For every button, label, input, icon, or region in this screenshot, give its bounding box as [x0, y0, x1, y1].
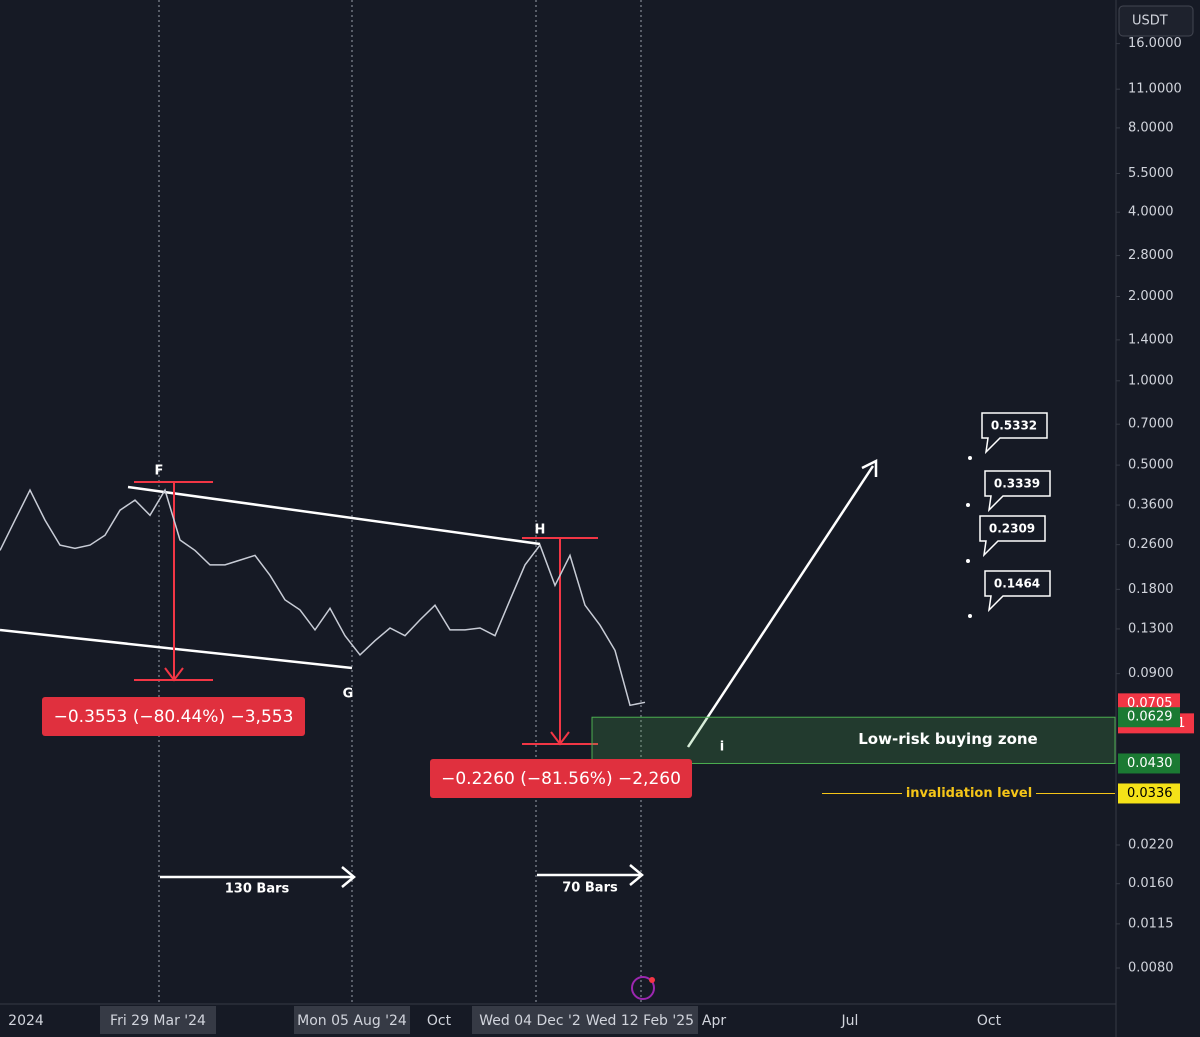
- y-tick-label: 0.2600: [1128, 537, 1174, 552]
- y-tick-label: 2.8000: [1128, 248, 1174, 263]
- x-tick-label: Mon 05 Aug '24: [297, 1013, 407, 1029]
- buying-zone: [591, 716, 1116, 764]
- y-tick-label: 4.0000: [1128, 205, 1174, 220]
- invalidation-title: invalidation level: [906, 786, 1032, 801]
- bar-count: 130 Bars: [225, 882, 290, 897]
- x-tick-label: Fri 29 Mar '24: [110, 1013, 206, 1029]
- y-tick-label: 8.0000: [1128, 120, 1174, 135]
- date-box: [472, 1006, 588, 1034]
- point-label: i: [720, 740, 724, 755]
- x-tick-label: Oct: [977, 1013, 1002, 1029]
- point-label: F: [155, 464, 164, 479]
- target-dot: [968, 614, 972, 618]
- x-tick-label: Wed 12 Feb '25: [586, 1013, 694, 1029]
- alert-icon[interactable]: [631, 976, 655, 1000]
- price-tag-label: 0.0336: [1127, 786, 1173, 801]
- date-box: [294, 1006, 410, 1034]
- target-callout: [979, 515, 1046, 558]
- y-tick-label: 0.0080: [1128, 961, 1174, 976]
- y-tick-label: 0.1300: [1128, 621, 1174, 636]
- measure-arrow: [550, 731, 570, 746]
- bar-count: 70 Bars: [562, 881, 618, 896]
- bar-arrow-head: [341, 866, 356, 888]
- y-tick-label: 11.0000: [1128, 82, 1182, 97]
- price-tag: [1118, 783, 1180, 804]
- target-dot: [968, 456, 972, 460]
- y-tick-label: 0.0160: [1128, 876, 1174, 891]
- x-tick-label: Apr: [702, 1013, 726, 1029]
- price-tag: [1118, 707, 1180, 728]
- currency: USDT: [1132, 14, 1168, 29]
- target-callout: [981, 412, 1048, 455]
- y-tick-label: 0.0900: [1128, 666, 1174, 681]
- point-label: G: [343, 687, 354, 702]
- measure-label: −0.2260 (−81.56%) −2,260: [441, 769, 681, 789]
- currency-box: [1118, 5, 1194, 37]
- target-label: 0.3339: [994, 477, 1040, 491]
- y-tick-label: 0.0115: [1128, 916, 1174, 931]
- measure-label: −0.3553 (−80.44%) −3,553: [54, 707, 294, 727]
- date-box: [100, 1006, 216, 1034]
- y-tick-label: 1.4000: [1128, 332, 1174, 347]
- target-callout: [984, 570, 1051, 613]
- zone-title: Low-risk buying zone: [858, 730, 1037, 748]
- target-label: 0.2309: [989, 522, 1035, 536]
- trend-line: [0, 628, 353, 670]
- trend-line: [127, 485, 541, 546]
- measure-box: [42, 697, 305, 736]
- y-tick-label: 2.0000: [1128, 289, 1174, 304]
- wedge-lines: [0, 485, 541, 670]
- target-label: 0.1464: [994, 577, 1040, 591]
- price-line: [0, 488, 646, 707]
- price-tag-label: 0.0705: [1127, 696, 1173, 711]
- point-label: H: [535, 523, 546, 538]
- y-tick-label: 0.0220: [1128, 837, 1174, 852]
- x-tick-label: Oct: [427, 1013, 452, 1029]
- y-tick-label: 0.3600: [1128, 498, 1174, 513]
- y-tick-label: 0.5000: [1128, 458, 1174, 473]
- bar-arrows: [160, 458, 878, 888]
- price-tag: [1118, 753, 1180, 774]
- bar-arrow-head: [629, 864, 644, 886]
- y-tick-label: 0.1800: [1128, 582, 1174, 597]
- measure-box: [430, 759, 692, 798]
- measure-arrow: [164, 667, 184, 682]
- price-tag-label: 0.0430: [1127, 756, 1173, 771]
- date-box: [582, 1006, 698, 1034]
- target-label: 0.5332: [991, 419, 1037, 433]
- alert-dot: [649, 977, 655, 983]
- y-tick-label: 0.7000: [1128, 417, 1174, 432]
- y-tick-label: 5.5000: [1128, 166, 1174, 181]
- target-callout: [984, 470, 1051, 513]
- target-dot: [966, 559, 970, 563]
- y-tick-label: 16.0000: [1128, 36, 1182, 51]
- y-tick-label: 1.0000: [1128, 373, 1174, 388]
- x-tick-label: Wed 04 Dec '2: [479, 1013, 581, 1029]
- measure-lines: [134, 481, 598, 746]
- date-markers: [158, 0, 642, 1004]
- projection-arrow-head: [861, 458, 878, 477]
- x-tick-label: Jul: [841, 1013, 859, 1029]
- projection-arrow: [686, 465, 875, 748]
- price-tag-label: 0.0629: [1127, 710, 1173, 725]
- target-dot: [966, 503, 970, 507]
- x-tick-label: 2024: [8, 1013, 44, 1029]
